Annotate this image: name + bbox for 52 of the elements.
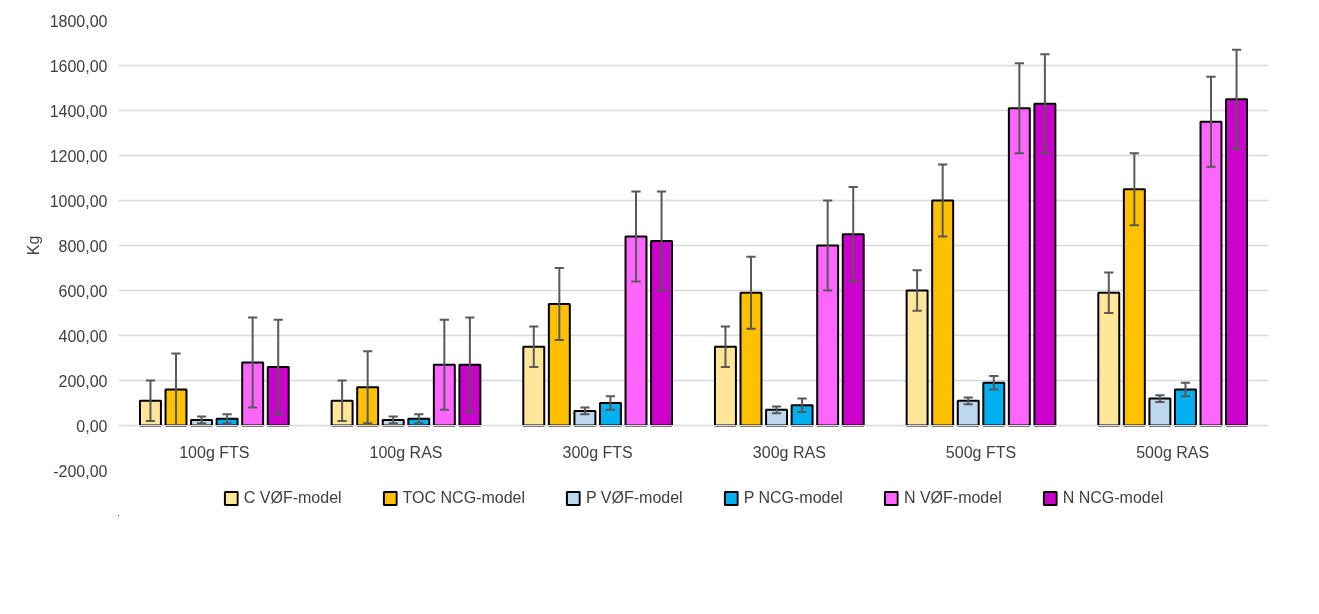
x-tick-label: 300g FTS <box>562 443 633 461</box>
x-tick-label: 500g RAS <box>1136 443 1210 461</box>
bar <box>931 199 955 427</box>
bar <box>1033 102 1057 427</box>
bar <box>1148 397 1172 427</box>
y-tick-label: 0,00 <box>76 417 108 435</box>
bar <box>1225 98 1249 427</box>
bar <box>573 409 597 427</box>
bar <box>432 363 456 427</box>
bar <box>956 399 980 427</box>
legend-label: C VØF-model <box>243 489 342 507</box>
y-tick-label: -200,00 <box>53 462 108 480</box>
legend-label: P VØF-model <box>586 489 683 507</box>
bar <box>1199 120 1223 427</box>
bar <box>905 289 929 427</box>
bar <box>1173 388 1197 427</box>
bar <box>841 233 865 427</box>
y-axis-title: Kg <box>24 235 42 256</box>
bar <box>1122 188 1146 427</box>
legend-label: N NCG-model <box>1062 489 1164 507</box>
bar <box>1097 291 1121 427</box>
bar <box>458 363 482 427</box>
x-tick-label: 100g FTS <box>179 443 250 461</box>
bar <box>816 244 840 427</box>
x-tick-label: 100g RAS <box>369 443 443 461</box>
bar <box>765 408 789 427</box>
y-tick-label: 800,00 <box>58 237 108 255</box>
legend-label: P NCG-model <box>743 489 843 507</box>
y-tick-label: 600,00 <box>58 282 108 300</box>
bar <box>1007 107 1031 427</box>
y-tick-label: 1000,00 <box>49 192 108 210</box>
bar <box>624 235 648 427</box>
bar <box>598 402 622 427</box>
y-tick-label: 1400,00 <box>49 102 108 120</box>
legend-label: N VØF-model <box>903 489 1002 507</box>
y-tick-label: 200,00 <box>58 372 108 390</box>
bar <box>739 291 763 427</box>
bar <box>522 345 546 427</box>
bar <box>266 366 290 427</box>
bar <box>982 381 1006 427</box>
y-tick-label: 1200,00 <box>49 147 108 165</box>
y-tick-label: 400,00 <box>58 327 108 345</box>
bar <box>790 404 814 427</box>
y-tick-label: 1800,00 <box>49 12 108 30</box>
x-tick-label: 500g FTS <box>945 443 1017 461</box>
bar <box>241 361 265 427</box>
y-tick-label: 1600,00 <box>49 57 108 75</box>
bar <box>650 240 674 427</box>
bar <box>713 345 737 427</box>
bar <box>547 303 571 427</box>
x-tick-label: 300g RAS <box>752 443 826 461</box>
legend-label: TOC NCG-model <box>402 489 525 507</box>
